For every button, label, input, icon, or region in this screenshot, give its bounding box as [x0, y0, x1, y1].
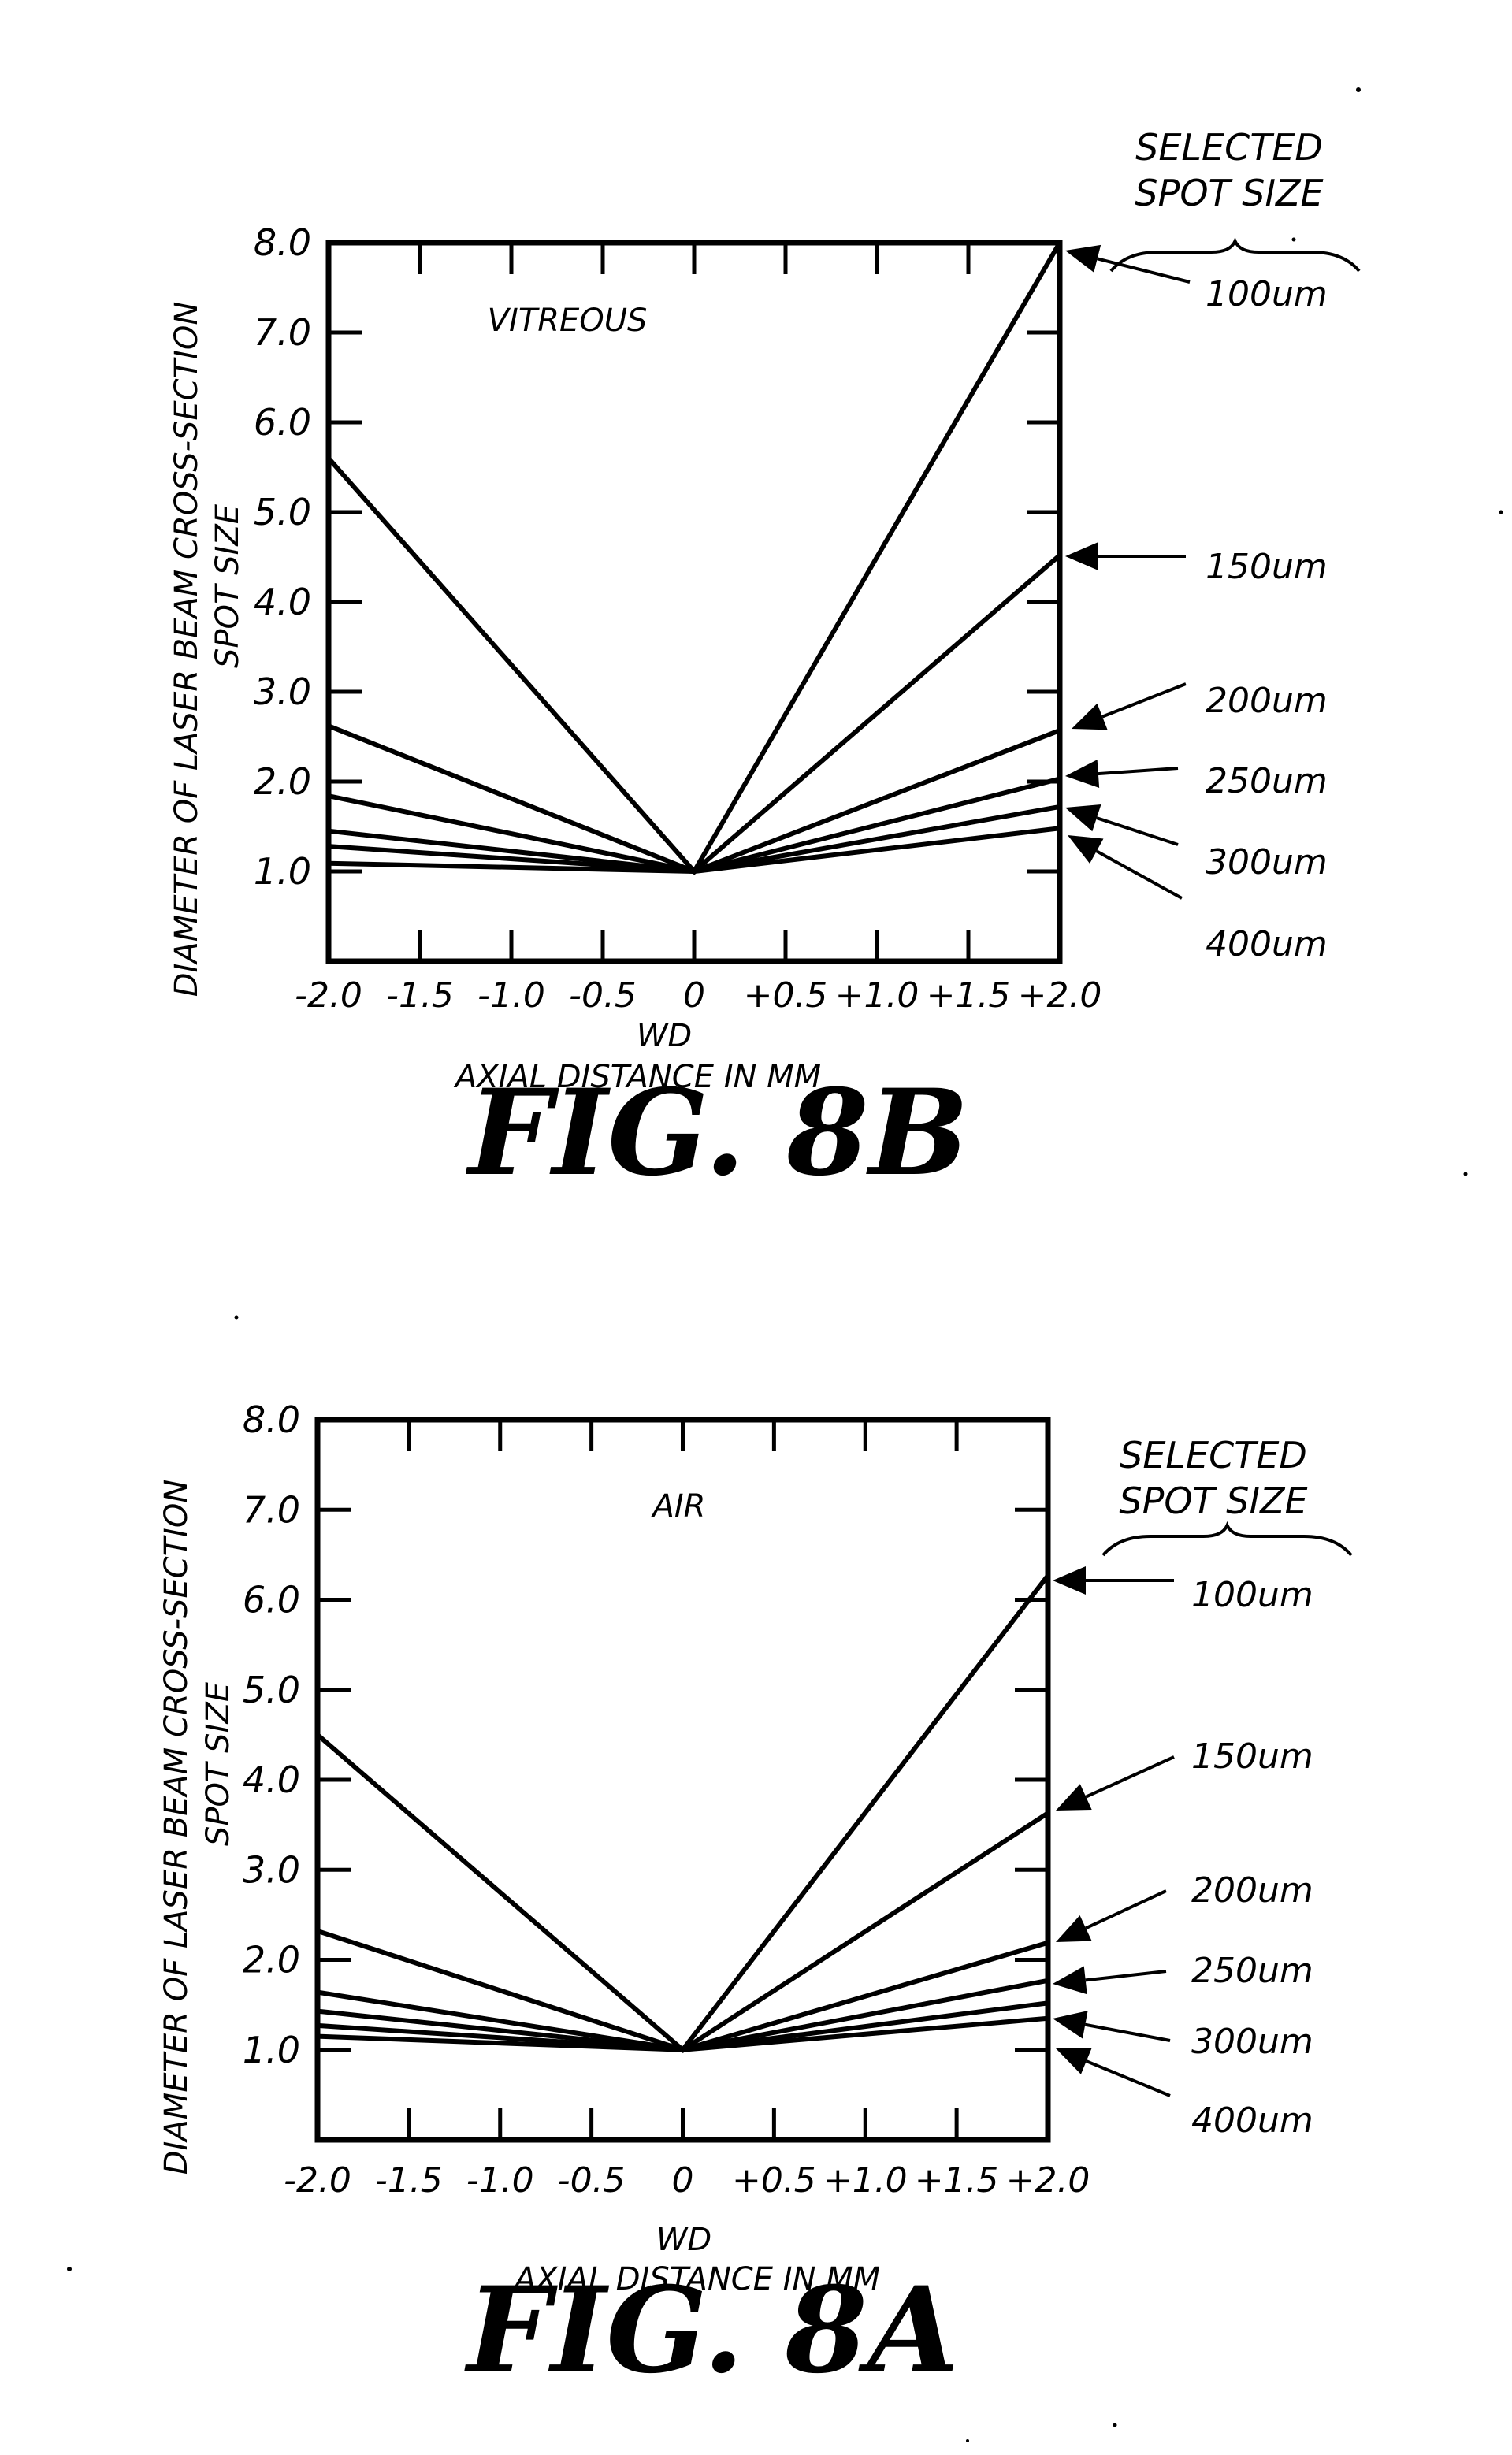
patent-figure-page: -2.0-1.5-1.0-0.50+0.5+1.0+1.5+2.01.02.03… [0, 0, 1512, 2451]
spot-size-label: 400um [1206, 924, 1328, 964]
working-distance-label: WD [656, 2222, 711, 2258]
series-line-100um [329, 243, 1060, 871]
x-tick-label: 0 [683, 975, 705, 1016]
x-tick-label: -1.5 [386, 975, 454, 1016]
y-tick-label: 2.0 [243, 1939, 300, 1981]
scan-speck [1464, 1172, 1468, 1176]
arrowhead-icon [1065, 804, 1101, 831]
y-tick-label: 3.0 [243, 1848, 300, 1891]
spot-size-label: 150um [1191, 1736, 1313, 1777]
x-tick-label: -2.0 [295, 975, 362, 1016]
x-tick-label: -2.0 [284, 2160, 351, 2201]
y-axis-subtitle: SPOT SIZE [210, 503, 246, 668]
medium-label: AIR [651, 1488, 706, 1525]
legend-title-line1: SELECTED [1120, 1434, 1307, 1476]
legend-title-line2: SPOT SIZE [1135, 172, 1323, 214]
spot-size-label: 200um [1206, 681, 1328, 721]
arrowhead-icon [1065, 542, 1098, 570]
medium-label: VITREOUS [488, 303, 648, 339]
scan-speck [67, 2267, 72, 2271]
series-line-200um [329, 730, 1060, 871]
legend-title-line1: SELECTED [1135, 126, 1323, 169]
chart-fig-8a: -2.0 -1.5 -1.0 -0.5 0 +0.5+1.0+1.5+2.0 1.0 2.0 3… [158, 1398, 1351, 2400]
x-tick-label: -0.5 [558, 2160, 626, 2201]
pointer-arrow-line [1085, 2025, 1170, 2041]
pointer-arrow-line [1086, 1971, 1166, 1980]
pointer-arrow-line [1087, 2061, 1170, 2096]
y-tick-label: 8.0 [254, 221, 311, 264]
spot-size-label: 300um [1191, 2022, 1313, 2062]
y-axis-title: DIAMETER OF LASER BEAM CROSS-SECTION [169, 302, 205, 997]
y-tick-label: 4.0 [243, 1759, 300, 1801]
y-tick-label: 5.0 [243, 1669, 300, 1711]
arrowhead-icon [1065, 760, 1099, 788]
x-tick-label: +2.0 [1018, 975, 1102, 1016]
y-tick-label: 4.0 [254, 581, 311, 623]
x-tick-label: -1.5 [375, 2160, 443, 2201]
series-line-150um [318, 1813, 1048, 2049]
y-tick-label: 1.0 [243, 2029, 300, 2071]
y-tick-label: 5.0 [254, 491, 311, 533]
x-tick-label: +1.5 [915, 2160, 999, 2201]
legend-brace [1111, 241, 1359, 271]
x-tick-label: -1.0 [477, 975, 545, 1016]
spot-size-label: 400um [1191, 2100, 1313, 2141]
series-line-400um [329, 828, 1060, 871]
x-tick-label: +1.5 [927, 975, 1011, 1016]
scan-speck [235, 1316, 239, 1320]
figure-caption: FIG. 8A [464, 2261, 960, 2400]
chart-fig-8b: -2.0 -1.5 -1.0 -0.5 0 +0.5+1.0+1.5+2.0 1.0 2.0 3… [169, 126, 1359, 1202]
pointer-arrow-line [1086, 1757, 1174, 1797]
y-tick-label: 3.0 [254, 670, 311, 713]
x-tick-label: -0.5 [569, 975, 637, 1016]
y-axis-title: DIAMETER OF LASER BEAM CROSS-SECTION [158, 1480, 195, 2175]
y-tick-label: 6.0 [254, 401, 311, 444]
arrowhead-icon [1053, 2011, 1088, 2038]
arrowhead-icon [1072, 704, 1108, 730]
scan-speck [1356, 87, 1361, 92]
y-tick-label: 1.0 [254, 850, 311, 893]
scan-speck [1292, 238, 1296, 242]
figure-caption: FIG. 8B [465, 1064, 968, 1202]
arrowhead-icon [1068, 835, 1103, 864]
y-tick-label: 6.0 [243, 1579, 300, 1621]
spot-size-label: 250um [1191, 1951, 1313, 1991]
x-tick-label: +1.0 [823, 2160, 908, 2201]
spot-size-label: 100um [1206, 274, 1328, 314]
legend-brace [1103, 1525, 1351, 1555]
legend-title-line2: SPOT SIZE [1119, 1480, 1307, 1522]
arrowhead-icon [1053, 1566, 1086, 1595]
pointer-arrow-line [1102, 684, 1186, 717]
series-line-100um [318, 1576, 1048, 2050]
y-tick-label: 2.0 [254, 760, 311, 803]
x-tick-label: +2.0 [1006, 2160, 1090, 2201]
spot-size-label: 250um [1206, 761, 1328, 801]
spot-size-label: 150um [1206, 547, 1328, 587]
arrowhead-icon [1065, 245, 1101, 273]
spot-size-label: 200um [1191, 1870, 1313, 1911]
scan-speck [966, 2439, 969, 2442]
y-axis-subtitle: SPOT SIZE [200, 1681, 236, 1846]
x-tick-label: +1.0 [835, 975, 919, 1016]
figure-canvas: -2.0-1.5-1.0-0.50+0.5+1.0+1.5+2.01.02.03… [0, 0, 1512, 2451]
spot-size-label: 100um [1191, 1575, 1313, 1615]
x-tick-label: -1.0 [466, 2160, 534, 2201]
x-tick-label: +0.5 [744, 975, 828, 1016]
pointer-arrow-line [1097, 851, 1182, 898]
arrowhead-icon [1053, 1966, 1087, 1994]
y-tick-label: 8.0 [243, 1398, 300, 1441]
working-distance-label: WD [637, 1018, 692, 1054]
x-tick-label: 0 [672, 2160, 694, 2201]
pointer-arrow-line [1086, 1891, 1166, 1928]
x-tick-label: +0.5 [732, 2160, 816, 2201]
y-tick-label: 7.0 [243, 1488, 300, 1531]
pointer-arrow-line [1097, 818, 1178, 845]
pointer-arrow-line [1098, 768, 1178, 774]
y-tick-label: 7.0 [254, 311, 311, 354]
scan-speck [1499, 511, 1503, 514]
spot-size-label: 300um [1206, 842, 1328, 882]
scan-speck [1113, 2423, 1117, 2427]
